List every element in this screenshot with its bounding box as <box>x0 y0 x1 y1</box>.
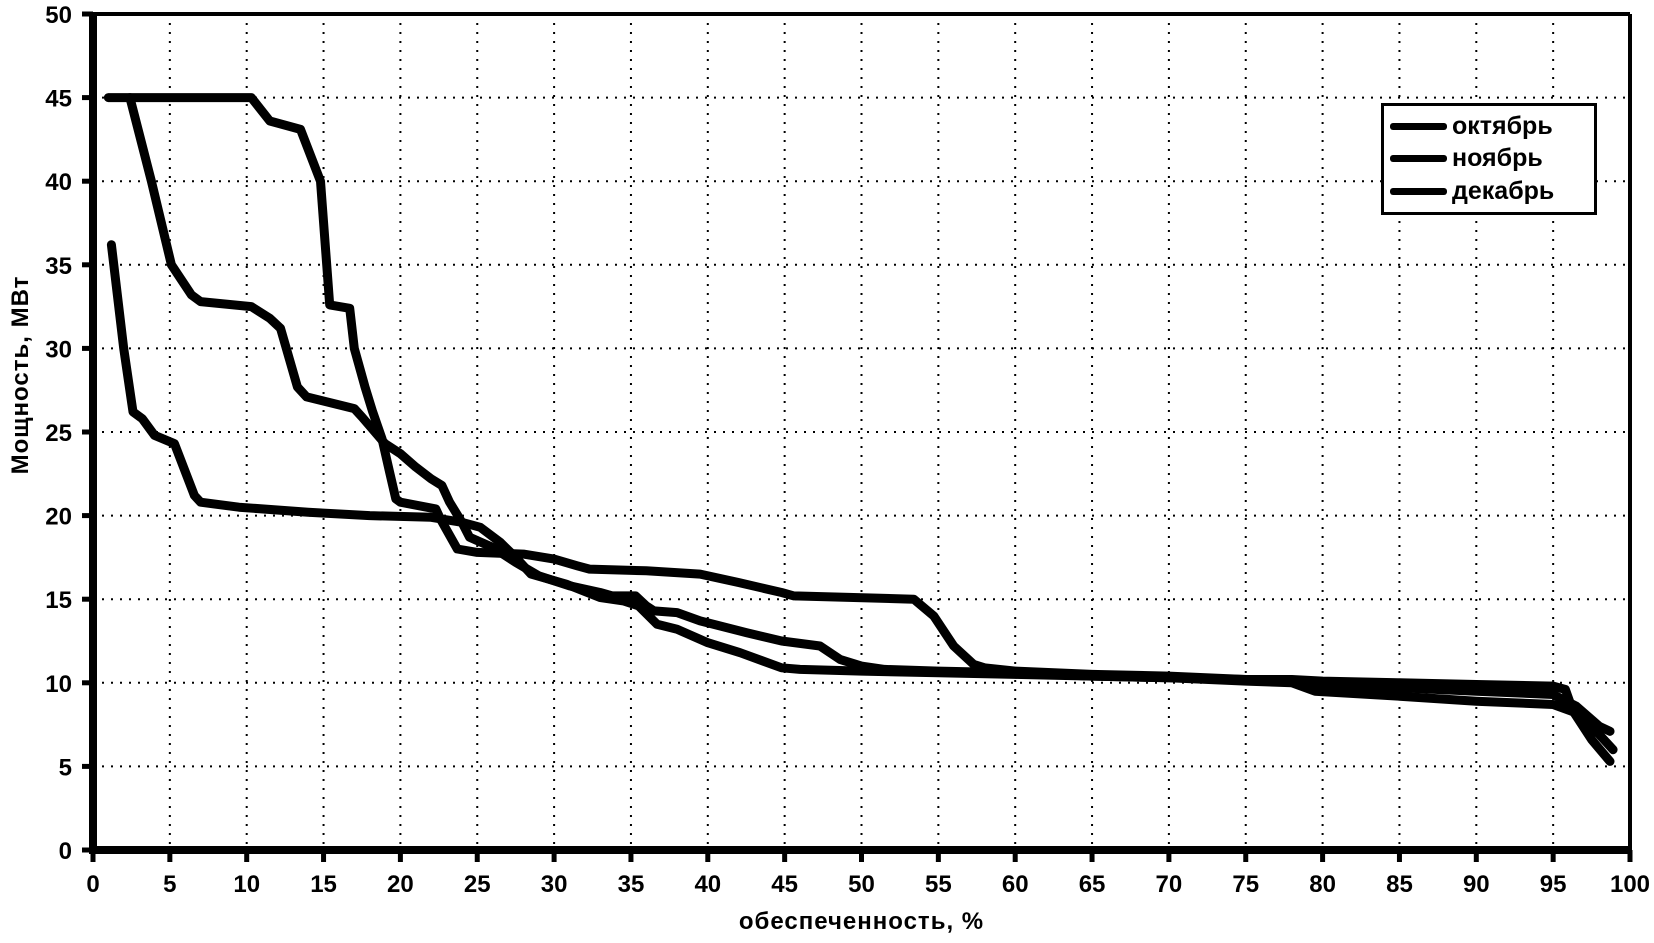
y-tick-label: 15 <box>45 587 72 614</box>
x-tick-label: 5 <box>163 871 176 898</box>
legend-item-october: октябрь <box>1390 111 1588 140</box>
x-tick-label: 20 <box>387 871 414 898</box>
x-tick-label: 75 <box>1232 871 1259 898</box>
x-tick-label: 10 <box>233 871 260 898</box>
y-tick-label: 0 <box>59 838 72 865</box>
x-tick-label: 95 <box>1540 871 1567 898</box>
legend-label-november: ноябрь <box>1452 144 1543 173</box>
y-tick-label: 10 <box>45 671 72 698</box>
legend-label-december: декабрь <box>1452 177 1555 206</box>
x-tick-label: 55 <box>925 871 952 898</box>
y-tick-label: 50 <box>45 2 72 29</box>
x-tick-label: 15 <box>310 871 337 898</box>
x-axis-title: обеспеченность, % <box>738 908 985 935</box>
y-tick-label: 5 <box>59 754 72 781</box>
x-tick-label: 85 <box>1386 871 1413 898</box>
x-tick-label: 80 <box>1309 871 1336 898</box>
november-line-marker <box>1390 155 1447 163</box>
y-tick-label: 40 <box>45 169 72 196</box>
x-tick-label: 70 <box>1156 871 1183 898</box>
y-tick-label: 25 <box>45 420 72 447</box>
legend-item-november: ноябрь <box>1390 146 1588 171</box>
legend: октябрь ноябрь декабрь <box>1381 103 1597 215</box>
legend-label-october: октябрь <box>1452 111 1553 140</box>
october-line-marker <box>1390 122 1447 130</box>
y-tick-label: 20 <box>45 504 72 531</box>
y-axis-title: Мощность, МВт <box>7 275 34 475</box>
x-tick-label: 50 <box>848 871 875 898</box>
x-tick-label: 40 <box>694 871 721 898</box>
series-line-december <box>106 240 1615 766</box>
x-tick-label: 90 <box>1463 871 1490 898</box>
x-tick-label: 45 <box>771 871 798 898</box>
y-tick-label: 45 <box>45 86 72 113</box>
x-tick-label: 60 <box>1002 871 1029 898</box>
y-tick-label: 35 <box>45 253 72 280</box>
x-tick-label: 35 <box>618 871 645 898</box>
x-tick-label: 30 <box>541 871 568 898</box>
x-tick-label: 25 <box>464 871 491 898</box>
x-tick-label: 100 <box>1610 871 1650 898</box>
legend-item-december: декабрь <box>1390 179 1588 204</box>
x-tick-label: 0 <box>86 871 99 898</box>
december-line-marker <box>1390 188 1447 196</box>
x-tick-label: 65 <box>1079 871 1106 898</box>
y-tick-label: 30 <box>45 336 72 363</box>
